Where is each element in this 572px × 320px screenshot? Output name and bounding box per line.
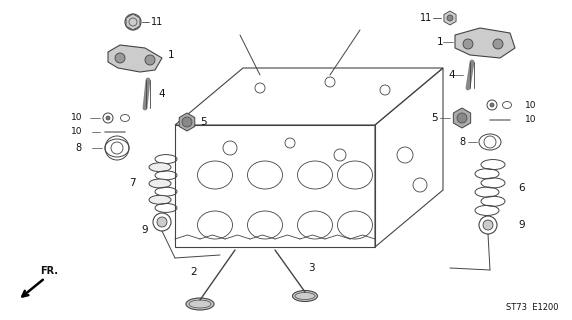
Text: 10: 10: [70, 114, 82, 123]
Polygon shape: [126, 14, 140, 30]
Circle shape: [157, 217, 167, 227]
Text: 9: 9: [141, 225, 148, 235]
Text: 8: 8: [460, 137, 466, 147]
Text: 11: 11: [151, 17, 163, 27]
Ellipse shape: [186, 298, 214, 310]
Circle shape: [483, 220, 493, 230]
Polygon shape: [179, 113, 195, 131]
Ellipse shape: [292, 291, 317, 301]
Circle shape: [447, 15, 453, 21]
Text: 6: 6: [518, 183, 525, 193]
Circle shape: [115, 53, 125, 63]
Text: 10: 10: [70, 127, 82, 137]
Ellipse shape: [149, 195, 171, 204]
Text: 10: 10: [525, 100, 537, 109]
Polygon shape: [455, 28, 515, 58]
Text: 5: 5: [200, 117, 206, 127]
Text: 4: 4: [158, 89, 165, 99]
Circle shape: [490, 103, 494, 107]
Text: 3: 3: [308, 263, 315, 273]
Circle shape: [106, 116, 110, 120]
Circle shape: [457, 113, 467, 123]
Text: 8: 8: [76, 143, 82, 153]
Circle shape: [493, 39, 503, 49]
Text: 11: 11: [420, 13, 432, 23]
Circle shape: [145, 55, 155, 65]
Text: FR.: FR.: [40, 266, 58, 276]
Text: 9: 9: [518, 220, 525, 230]
Text: 1: 1: [168, 50, 174, 60]
Text: 1: 1: [436, 37, 443, 47]
Text: 2: 2: [190, 267, 197, 277]
Text: 5: 5: [431, 113, 438, 123]
Ellipse shape: [149, 163, 171, 172]
Polygon shape: [444, 11, 456, 25]
Ellipse shape: [149, 179, 171, 188]
Text: 4: 4: [448, 70, 455, 80]
Circle shape: [182, 117, 192, 127]
Polygon shape: [108, 45, 162, 72]
Text: 7: 7: [129, 178, 136, 188]
Circle shape: [463, 39, 473, 49]
Polygon shape: [454, 108, 471, 128]
Text: 10: 10: [525, 116, 537, 124]
Text: ST73  E1200: ST73 E1200: [506, 303, 558, 312]
